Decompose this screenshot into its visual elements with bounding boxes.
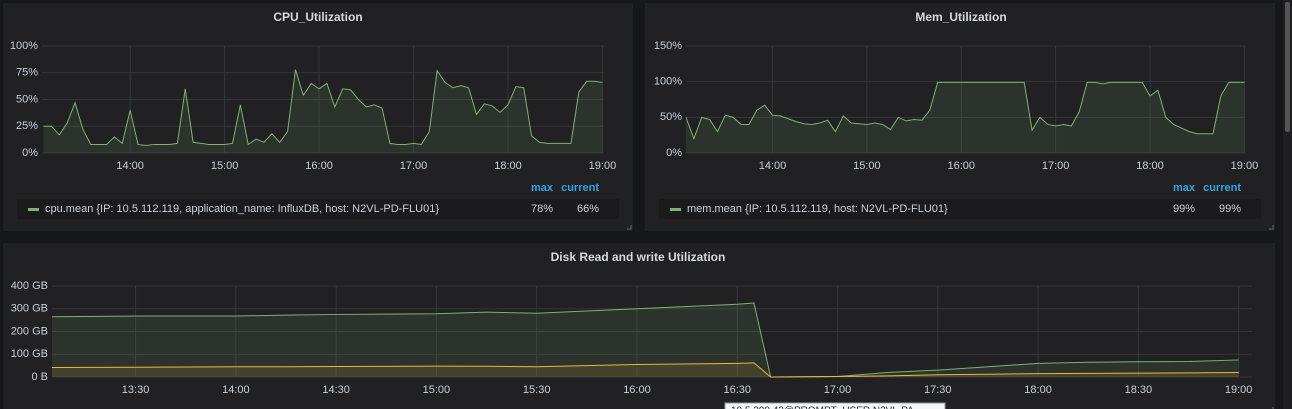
legend-row	[17, 199, 619, 219]
series-area	[52, 362, 1239, 377]
legend-stat: 78%	[531, 203, 553, 215]
legend-header: current	[1203, 182, 1241, 194]
x-tick-label: 15:00	[423, 384, 451, 396]
x-tick-label: 16:00	[948, 160, 976, 172]
y-tick-label: 150%	[654, 40, 682, 52]
series-area	[686, 82, 1245, 153]
resize-handle	[1272, 407, 1274, 409]
y-tick-label: 0 B	[31, 371, 48, 383]
legend-header: max	[1173, 182, 1196, 194]
legend-stat: 99%	[1219, 203, 1241, 215]
x-tick-label: 18:00	[1136, 160, 1164, 172]
legend-label: mem.mean {IP: 10.5.112.119, host: N2VL-P…	[687, 203, 948, 215]
x-tick-label: 16:00	[305, 160, 333, 172]
x-tick-label: 19:00	[589, 160, 617, 172]
x-tick-label: 15:00	[853, 160, 881, 172]
x-tick-label: 18:00	[494, 160, 522, 172]
legend-row	[659, 199, 1261, 219]
panel-title: CPU_Utilization	[273, 10, 362, 24]
x-tick-label: 17:00	[400, 160, 428, 172]
legend-header: max	[531, 182, 554, 194]
legend-swatch	[670, 208, 681, 211]
legend-label: cpu.mean {IP: 10.5.112.119, application_…	[45, 203, 439, 215]
x-tick-label: 17:00	[824, 384, 852, 396]
y-tick-label: 0%	[666, 147, 682, 159]
series-line	[51, 362, 1239, 378]
x-tick-label: 18:00	[1024, 384, 1052, 396]
legend-header: current	[561, 182, 599, 194]
x-tick-label: 19:00	[1231, 160, 1259, 172]
y-tick-label: 100%	[10, 40, 38, 52]
series-area	[43, 69, 603, 153]
tooltip-text: 10.5.200.42@PROMPT_USER N2VL-PA	[731, 406, 914, 409]
x-tick-label: 14:30	[322, 384, 350, 396]
x-tick-label: 14:00	[222, 384, 250, 396]
resize-handle	[1269, 225, 1274, 230]
y-tick-label: 50%	[660, 111, 682, 123]
series-area	[52, 303, 1239, 377]
y-tick-label: 100 GB	[11, 348, 48, 360]
x-tick-label: 17:30	[924, 384, 952, 396]
y-tick-label: 25%	[16, 120, 38, 132]
y-tick-label: 100%	[654, 76, 682, 88]
panel	[3, 243, 1275, 409]
scrollbar-thumb[interactable]	[1285, 2, 1290, 132]
x-tick-label: 13:30	[122, 384, 150, 396]
y-tick-label: 75%	[16, 67, 38, 79]
x-tick-label: 17:00	[1042, 160, 1070, 172]
series-line	[43, 69, 603, 147]
legend-stat: 66%	[577, 203, 599, 215]
y-tick-label: 200 GB	[11, 325, 48, 337]
y-tick-label: 50%	[16, 93, 38, 105]
resize-handle	[627, 225, 632, 230]
y-tick-label: 400 GB	[11, 280, 48, 292]
x-tick-label: 14:00	[759, 160, 787, 172]
tooltip	[724, 402, 946, 409]
x-tick-label: 16:00	[623, 384, 651, 396]
panel-title: Disk Read and write Utilization	[551, 250, 726, 264]
x-tick-label: 14:00	[116, 160, 144, 172]
y-tick-label: 300 GB	[11, 303, 48, 315]
series-line	[51, 302, 1239, 378]
x-tick-label: 15:00	[211, 160, 239, 172]
series-line	[685, 81, 1245, 141]
legend-swatch	[28, 208, 39, 211]
x-tick-label: 18:30	[1125, 384, 1153, 396]
panel-title: Mem_Utilization	[915, 10, 1006, 24]
x-tick-label: 16:30	[723, 384, 751, 396]
scrollbar[interactable]	[1283, 0, 1292, 409]
y-tick-label: 0%	[22, 147, 38, 159]
legend-stat: 99%	[1173, 203, 1195, 215]
x-tick-label: 15:30	[523, 384, 551, 396]
x-tick-label: 19:00	[1225, 384, 1253, 396]
